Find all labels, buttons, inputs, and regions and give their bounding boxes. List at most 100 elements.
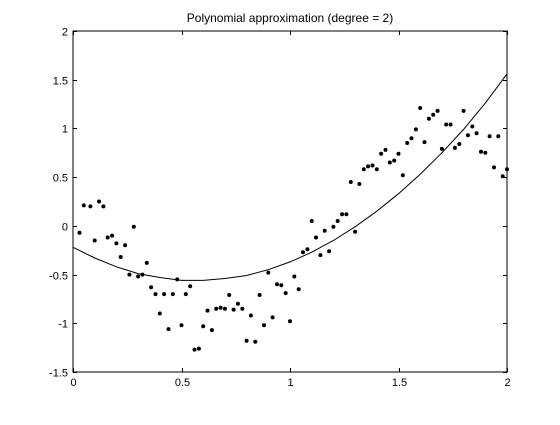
- y-tick-label: -0.5: [49, 271, 68, 283]
- data-point: [92, 238, 97, 243]
- data-point: [214, 306, 219, 311]
- data-point: [192, 347, 197, 352]
- data-point: [170, 292, 175, 297]
- data-point: [405, 141, 410, 145]
- data-point: [309, 219, 314, 223]
- data-point: [175, 277, 180, 282]
- data-point: [448, 122, 453, 127]
- data-point: [396, 151, 401, 156]
- data-point: [327, 249, 332, 254]
- data-point: [422, 140, 427, 145]
- data-point: [123, 243, 128, 248]
- data-point: [101, 204, 106, 209]
- data-point: [400, 173, 405, 178]
- data-point: [153, 292, 158, 297]
- data-point: [374, 167, 379, 172]
- scatter-points: [77, 106, 509, 352]
- data-point: [97, 199, 101, 204]
- x-tick-label: 1.5: [392, 377, 407, 389]
- data-point: [279, 283, 284, 288]
- data-point: [366, 164, 371, 169]
- y-tick-label: 0.5: [53, 173, 68, 185]
- data-point: [144, 260, 149, 265]
- data-point: [77, 230, 82, 235]
- chart-title: Polynomial approximation (degree = 2): [186, 11, 394, 25]
- plot-area: 0 0.5 1 1.5 2 -1.5 -1 -0.5 0 0.5 1 1.5 2: [49, 27, 511, 390]
- data-point: [505, 167, 509, 172]
- data-point: [383, 147, 388, 152]
- data-point: [357, 182, 362, 186]
- data-point: [157, 311, 162, 316]
- data-point: [500, 174, 505, 179]
- data-point: [183, 292, 188, 297]
- data-point: [470, 124, 475, 129]
- data-point: [322, 228, 327, 233]
- data-point: [474, 131, 479, 136]
- data-point: [296, 287, 301, 292]
- y-tick-label: -1: [58, 319, 68, 331]
- data-point: [244, 338, 249, 343]
- data-point: [457, 142, 462, 146]
- y-tick-label: 0: [62, 222, 68, 234]
- data-point: [266, 270, 271, 275]
- data-point: [353, 229, 358, 234]
- x-tick-label: 1: [287, 377, 293, 389]
- data-point: [118, 255, 123, 259]
- data-point: [227, 293, 232, 297]
- data-point: [479, 149, 483, 154]
- data-point: [318, 253, 323, 258]
- data-point: [292, 274, 297, 279]
- data-point: [465, 133, 470, 138]
- data-point: [209, 328, 214, 333]
- data-point: [235, 301, 240, 306]
- data-point: [361, 167, 366, 172]
- data-point: [131, 224, 136, 229]
- data-point: [136, 274, 141, 279]
- y-tick-label: -1.5: [49, 368, 68, 380]
- data-point: [288, 319, 292, 324]
- data-point: [110, 233, 115, 238]
- data-point: [253, 339, 258, 344]
- data-point: [370, 163, 375, 168]
- data-point: [348, 180, 353, 184]
- data-point: [231, 307, 236, 312]
- data-point: [483, 150, 488, 155]
- data-point: [275, 282, 279, 287]
- data-point: [88, 204, 93, 209]
- data-point: [487, 134, 492, 139]
- data-point: [140, 272, 145, 277]
- data-point: [439, 146, 444, 151]
- data-point: [257, 293, 262, 297]
- x-tick-label: 0: [70, 377, 76, 389]
- x-tick-label: 2: [504, 377, 510, 389]
- data-point: [387, 160, 392, 165]
- data-point: [179, 323, 184, 328]
- data-point: [81, 203, 86, 208]
- data-point: [149, 285, 154, 290]
- data-point: [344, 212, 349, 217]
- data-point: [340, 212, 345, 217]
- data-point: [496, 134, 501, 139]
- data-point: [379, 151, 384, 156]
- data-point: [262, 323, 266, 328]
- data-point: [314, 235, 318, 240]
- data-point: [418, 106, 423, 110]
- data-point: [301, 250, 305, 255]
- data-point: [105, 235, 110, 240]
- data-point: [331, 224, 336, 229]
- data-point: [222, 306, 227, 311]
- data-point: [444, 122, 449, 127]
- data-point: [409, 136, 414, 141]
- y-tick-label: 1.5: [53, 76, 68, 88]
- data-point: [426, 116, 431, 121]
- data-point: [201, 324, 206, 329]
- data-point: [196, 346, 201, 351]
- data-point: [162, 292, 167, 297]
- data-point: [305, 247, 310, 252]
- data-point: [218, 305, 223, 310]
- fit-line: [72, 73, 508, 281]
- data-point: [452, 145, 457, 150]
- data-point: [431, 112, 436, 117]
